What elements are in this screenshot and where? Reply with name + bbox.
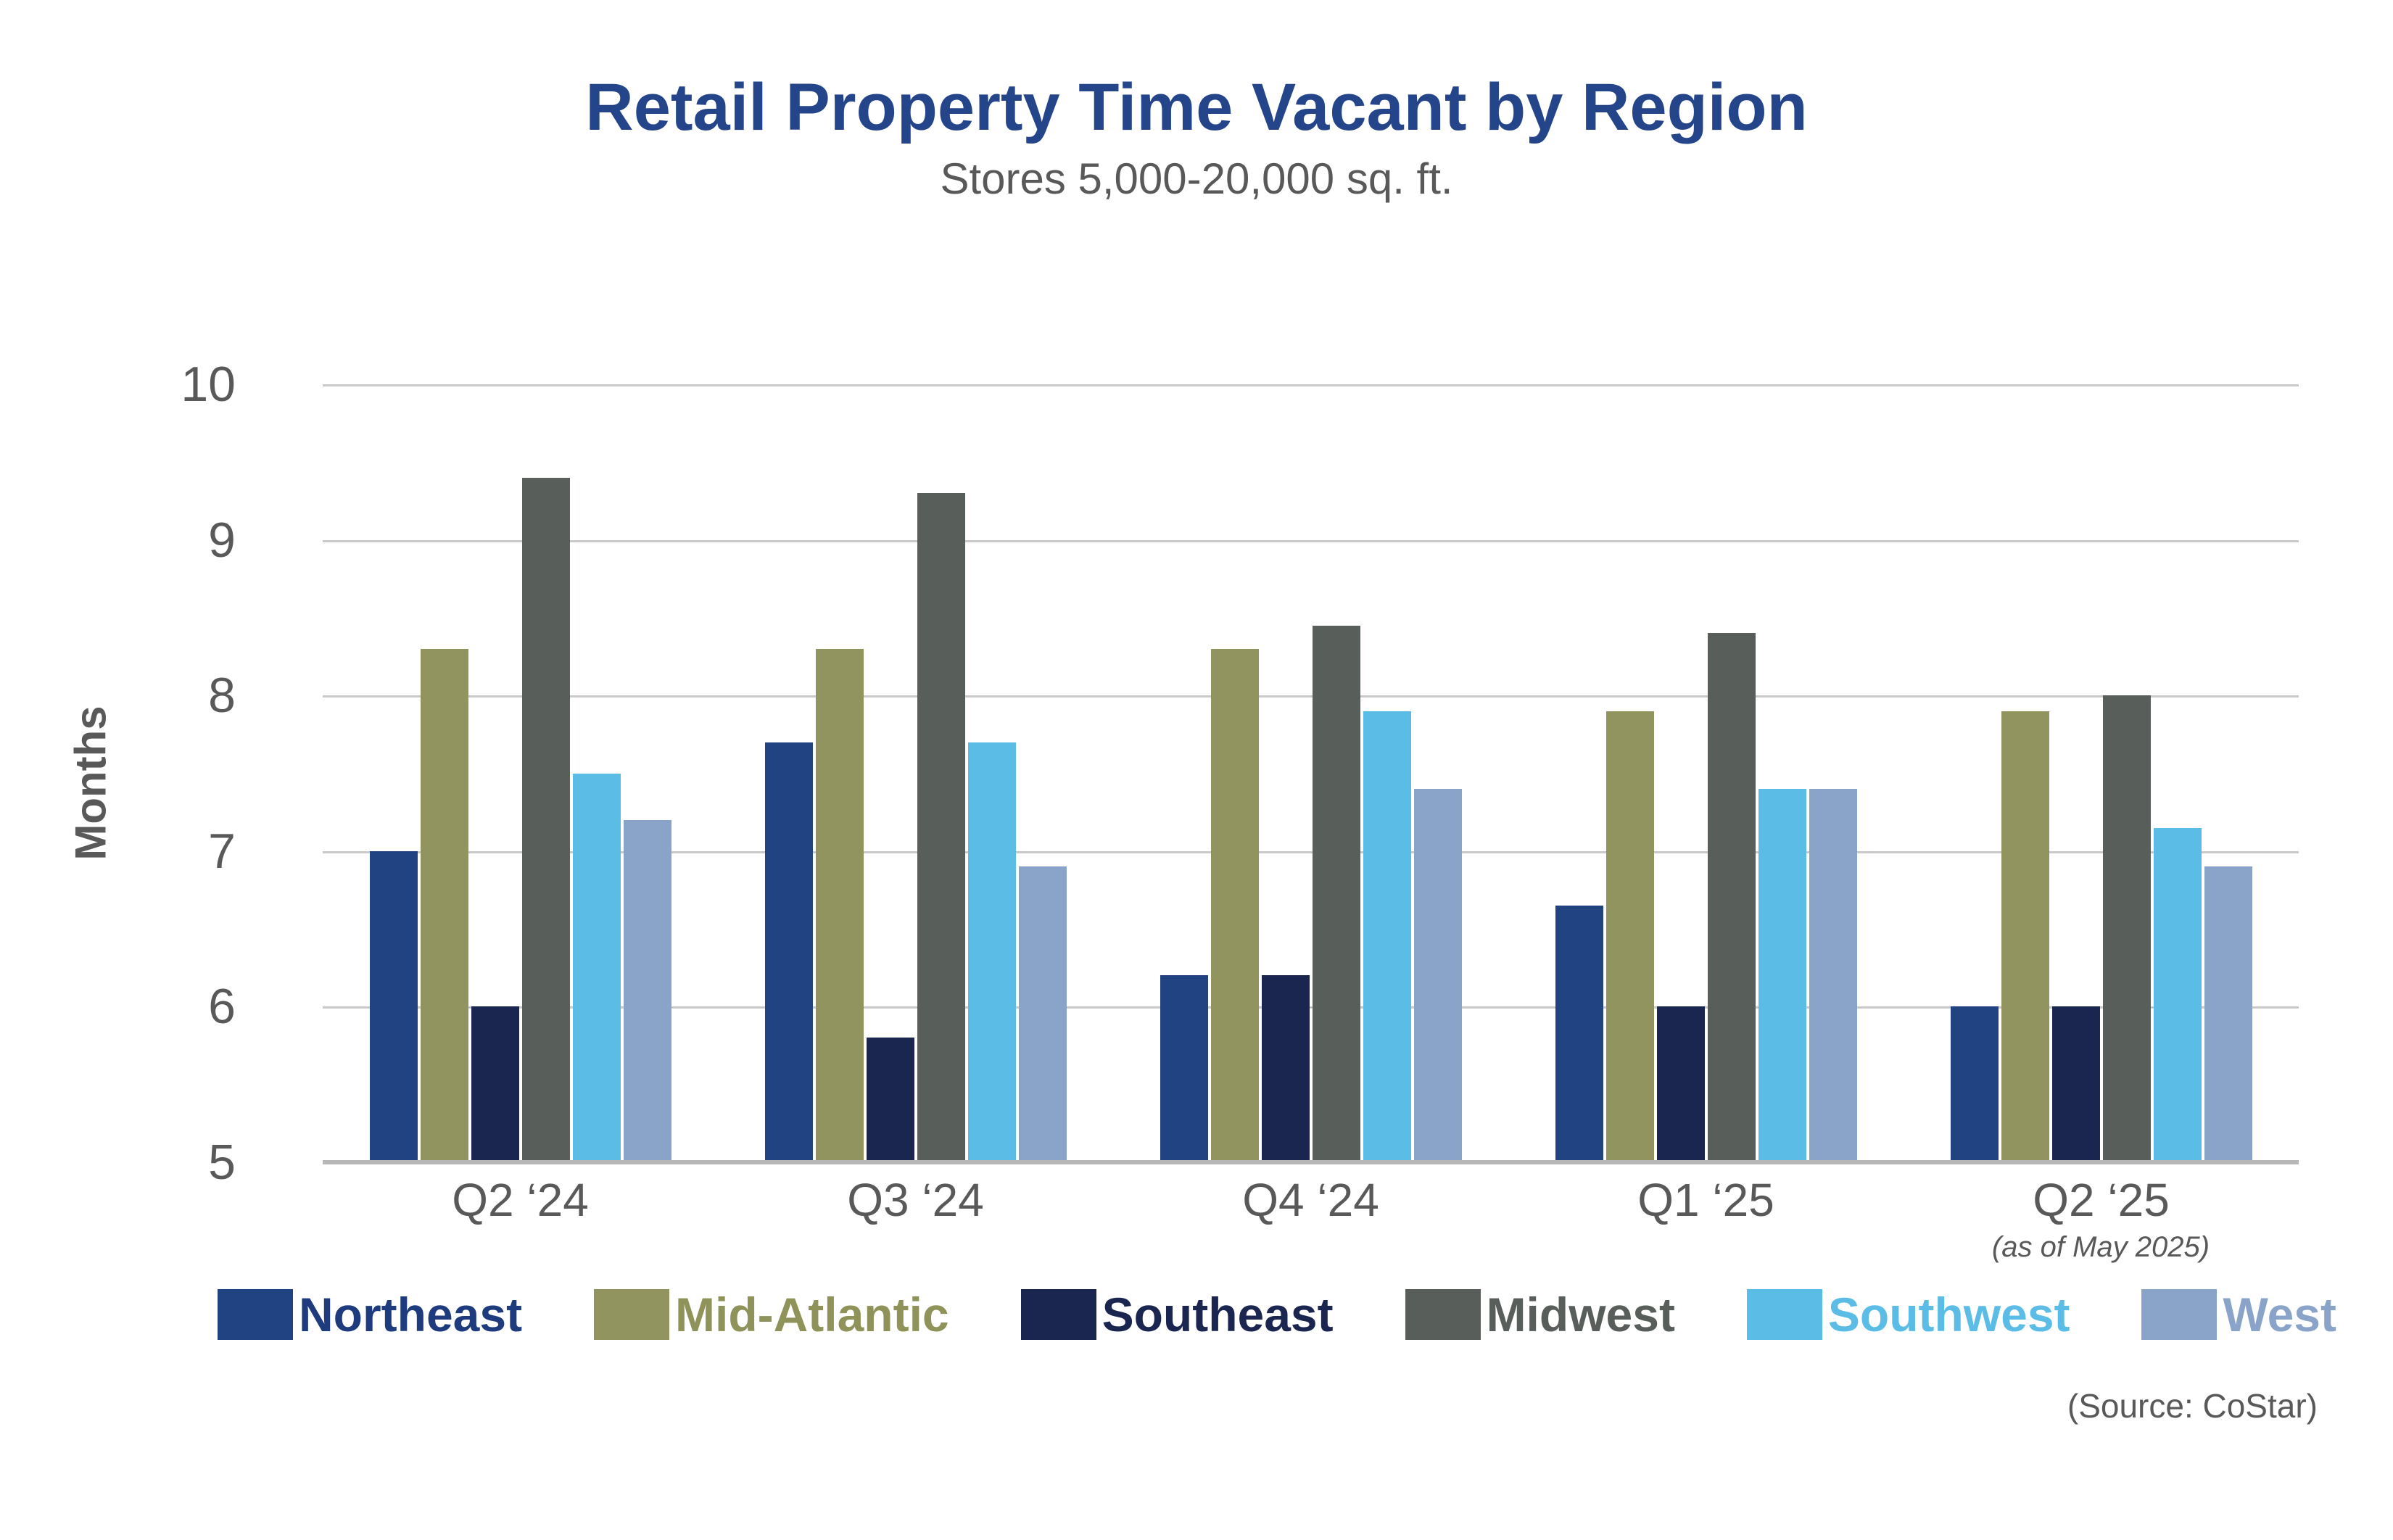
bar-southeast-4 bbox=[1656, 1006, 1705, 1162]
x-tick-1: Q2 ‘24 bbox=[452, 1174, 589, 1226]
bar-northeast-4 bbox=[1555, 905, 1603, 1162]
y-tick-6: 6 bbox=[208, 979, 236, 1035]
bar-southwest-5 bbox=[2153, 827, 2202, 1162]
gridline-8 bbox=[323, 695, 2299, 698]
x-tick-5: Q2 ‘25 bbox=[2033, 1174, 2170, 1226]
y-tick-7: 7 bbox=[208, 823, 236, 879]
bar-mid-atlantic-5 bbox=[2001, 711, 2049, 1162]
legend-label-southwest: Southwest bbox=[1827, 1288, 2070, 1341]
y-tick-5: 5 bbox=[208, 1135, 236, 1190]
bar-southeast-5 bbox=[2051, 1006, 2100, 1162]
bar-northeast-2 bbox=[764, 742, 813, 1162]
bar-group-1 bbox=[323, 384, 718, 1162]
legend: Northeast Mid-Atlantic Southeast Midwest Sou… bbox=[218, 1282, 2336, 1347]
legend-label-southeast: Southeast bbox=[1102, 1288, 1334, 1341]
legend-item-west: West bbox=[2141, 1287, 2336, 1342]
bar-midwest-3 bbox=[1312, 625, 1360, 1162]
gridline-9 bbox=[323, 539, 2299, 542]
bar-northeast-1 bbox=[369, 850, 418, 1162]
bar-group-2 bbox=[718, 384, 1113, 1162]
bar-mid-atlantic-2 bbox=[815, 648, 864, 1162]
bar-northeast-3 bbox=[1160, 975, 1208, 1162]
bar-mid-atlantic-4 bbox=[1605, 711, 1654, 1162]
plot-area: 5 6 7 8 9 10 bbox=[181, 360, 2299, 1187]
legend-label-mid-atlantic: Mid-Atlantic bbox=[675, 1288, 949, 1341]
x-tick-2: Q3 ‘24 bbox=[847, 1174, 984, 1226]
legend-item-southwest: Southwest bbox=[1746, 1287, 2070, 1342]
as-of-note: (as of May 2025) bbox=[1991, 1231, 2210, 1263]
legend-label-midwest: Midwest bbox=[1486, 1288, 1675, 1341]
bar-midwest-2 bbox=[917, 493, 965, 1162]
bar-mid-atlantic-1 bbox=[420, 648, 468, 1162]
chart-subtitle: Stores 5,000-20,000 sq. ft. bbox=[940, 154, 1453, 203]
y-tick-8: 8 bbox=[208, 668, 236, 724]
bar-west-1 bbox=[623, 819, 671, 1162]
bar-northeast-5 bbox=[1950, 1006, 1999, 1162]
legend-swatch-northeast bbox=[218, 1289, 293, 1340]
x-tick-3: Q4 ‘24 bbox=[1242, 1174, 1379, 1226]
legend-item-southeast: Southeast bbox=[1020, 1287, 1334, 1342]
bar-southeast-1 bbox=[471, 1006, 519, 1162]
bar-midwest-1 bbox=[521, 477, 570, 1162]
legend-swatch-mid-atlantic bbox=[594, 1289, 669, 1340]
chart-title: Retail Property Time Vacant by Region bbox=[585, 70, 1808, 144]
legend-item-midwest: Midwest bbox=[1405, 1287, 1675, 1342]
bar-group-5 bbox=[1904, 384, 2299, 1162]
bar-west-3 bbox=[1413, 788, 1462, 1162]
bar-southwest-2 bbox=[967, 742, 1016, 1162]
legend-swatch-southeast bbox=[1020, 1289, 1096, 1340]
bar-west-2 bbox=[1018, 866, 1067, 1162]
bar-group-3 bbox=[1113, 384, 1508, 1162]
bar-southwest-1 bbox=[572, 773, 621, 1162]
bar-southeast-3 bbox=[1261, 975, 1310, 1162]
bar-group-4 bbox=[1508, 384, 1904, 1162]
legend-swatch-midwest bbox=[1405, 1289, 1481, 1340]
bar-mid-atlantic-3 bbox=[1210, 648, 1259, 1162]
legend-swatch-west bbox=[2141, 1289, 2218, 1340]
bar-west-5 bbox=[2204, 866, 2252, 1162]
legend-swatch-southwest bbox=[1746, 1289, 1822, 1340]
y-tick-10: 10 bbox=[181, 357, 236, 412]
source-note: (Source: CoStar) bbox=[2067, 1387, 2318, 1425]
bar-southwest-3 bbox=[1363, 711, 1411, 1162]
x-tick-4: Q1 ‘25 bbox=[1637, 1174, 1774, 1226]
bar-west-4 bbox=[1809, 788, 1857, 1162]
y-tick-9: 9 bbox=[208, 512, 236, 568]
gridline-6 bbox=[323, 1006, 2299, 1009]
legend-item-mid-atlantic: Mid-Atlantic bbox=[594, 1287, 949, 1342]
legend-label-west: West bbox=[2223, 1288, 2336, 1341]
bar-groups bbox=[323, 384, 2299, 1162]
x-axis-line bbox=[323, 1160, 2299, 1164]
bar-southeast-2 bbox=[866, 1038, 914, 1162]
legend-item-northeast: Northeast bbox=[218, 1287, 522, 1342]
bar-midwest-4 bbox=[1707, 633, 1756, 1162]
x-axis-labels: Q2 ‘24 Q3 ‘24 Q4 ‘24 Q1 ‘25 Q2 ‘25 bbox=[323, 1173, 2299, 1227]
gridline-10 bbox=[323, 384, 2299, 386]
bar-midwest-5 bbox=[2102, 695, 2151, 1162]
legend-label-northeast: Northeast bbox=[299, 1288, 523, 1341]
bar-southwest-4 bbox=[1758, 788, 1806, 1162]
gridline-7 bbox=[323, 850, 2299, 853]
